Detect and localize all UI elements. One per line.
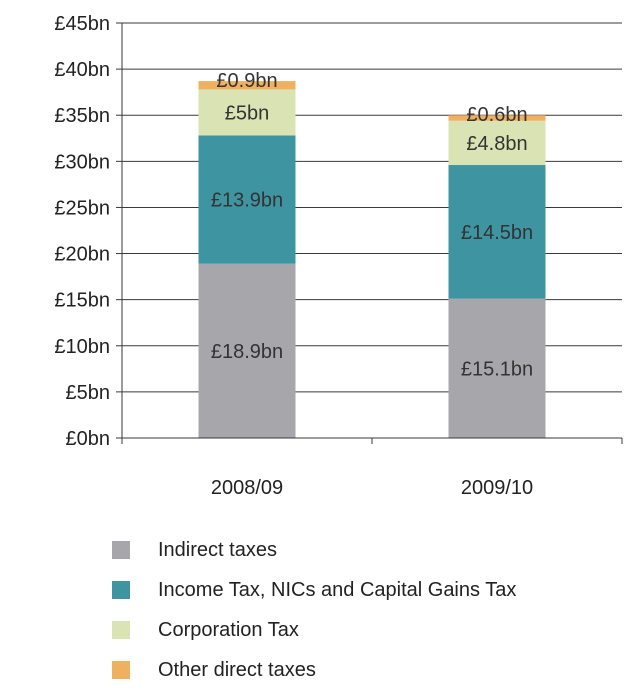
y-tick-label: £40bn bbox=[54, 59, 110, 81]
y-tick-label: £30bn bbox=[54, 151, 110, 173]
data-label: £15.1bn bbox=[461, 358, 533, 380]
bar-segment bbox=[448, 298, 546, 438]
data-label: £13.9bn bbox=[211, 190, 283, 212]
y-tick-label: £45bn bbox=[54, 13, 110, 35]
legend-swatch bbox=[112, 581, 130, 599]
y-tick-label: £10bn bbox=[54, 336, 110, 358]
legend-label: Corporation Tax bbox=[158, 618, 299, 641]
y-tick-label: £20bn bbox=[54, 244, 110, 266]
bar-segment bbox=[198, 263, 296, 438]
legend-item-income-tax: Income Tax, NICs and Capital Gains Tax bbox=[112, 570, 516, 610]
axes bbox=[121, 23, 623, 444]
y-tick-label: £0bn bbox=[66, 428, 111, 450]
bar-segment bbox=[448, 120, 546, 166]
data-label: £18.9bn bbox=[211, 341, 283, 363]
legend-label: Other direct taxes bbox=[158, 658, 316, 681]
y-tick-label: £25bn bbox=[54, 197, 110, 219]
x-tick-label: 2008/09 bbox=[211, 477, 283, 499]
data-label: £0.9bn bbox=[216, 70, 277, 92]
data-label: £4.8bn bbox=[466, 133, 527, 155]
legend-label: Indirect taxes bbox=[158, 538, 277, 561]
bar-segment bbox=[448, 115, 546, 121]
data-label: £0.6bn bbox=[466, 104, 527, 126]
gridlines bbox=[122, 22, 622, 393]
x-tick-label: 2009/10 bbox=[461, 477, 533, 499]
y-axis-ticks: £0bn £5bn £10bn £15bn £20bn £25bn £30bn £35bn £4… bbox=[54, 13, 122, 450]
legend-swatch bbox=[112, 661, 130, 679]
data-label: £14.5bn bbox=[461, 222, 533, 244]
bar-segment bbox=[198, 81, 296, 90]
legend-item-corporation-tax: Corporation Tax bbox=[112, 610, 516, 650]
data-labels: £18.9bn £13.9bn £5bn £0.9bn £15.1bn £14.5bn £4… bbox=[211, 70, 533, 380]
y-tick-label: £15bn bbox=[54, 290, 110, 312]
legend-label: Income Tax, NICs and Capital Gains Tax bbox=[158, 578, 517, 601]
bar-segment bbox=[448, 165, 546, 299]
legend: Indirect taxes Income Tax, NICs and Capi… bbox=[112, 530, 516, 690]
bar-segment bbox=[198, 135, 296, 264]
legend-swatch bbox=[112, 621, 130, 639]
legend-item-other-direct-taxes: Other direct taxes bbox=[112, 650, 516, 690]
legend-item-indirect-taxes: Indirect taxes bbox=[112, 530, 516, 570]
bar-segment bbox=[198, 89, 296, 136]
x-axis-ticks: 2008/09 2009/10 bbox=[211, 477, 533, 499]
legend-swatch bbox=[112, 541, 130, 559]
data-label: £5bn bbox=[225, 102, 270, 124]
stacked-bar-chart: £0bn £5bn £10bn £15bn £20bn £25bn £30bn £35bn £4… bbox=[54, 13, 623, 499]
bars bbox=[198, 81, 546, 438]
y-tick-label: £35bn bbox=[54, 105, 110, 127]
y-tick-label: £5bn bbox=[66, 382, 111, 404]
